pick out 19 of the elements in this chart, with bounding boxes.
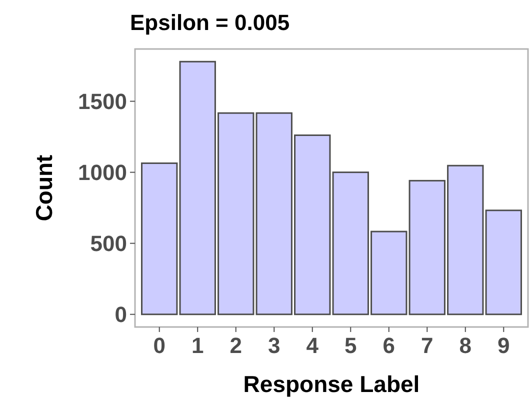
x-tick-label: 7: [421, 333, 434, 358]
chart-title: Epsilon = 0.005: [130, 10, 290, 35]
x-tick-label: 8: [459, 333, 472, 358]
x-axis-title: Response Label: [243, 371, 420, 397]
x-tick-label: 1: [191, 333, 204, 358]
y-tick-label: 500: [90, 231, 127, 256]
x-tick-label: 5: [344, 333, 357, 358]
y-axis-title: Count: [31, 154, 57, 222]
bar: [141, 162, 178, 316]
x-tick-label: 0: [153, 333, 166, 358]
y-tick-label: 1000: [78, 160, 127, 186]
y-tick-label: 1500: [78, 88, 127, 114]
y-tick-label: 0: [114, 302, 127, 328]
bar: [485, 210, 522, 316]
x-tick-label: 4: [306, 333, 320, 358]
x-tick-label: 6: [382, 333, 396, 358]
x-tick-label: 3: [268, 333, 280, 358]
x-tick-label: 9: [498, 333, 510, 358]
x-tick-label: 2: [230, 333, 242, 358]
